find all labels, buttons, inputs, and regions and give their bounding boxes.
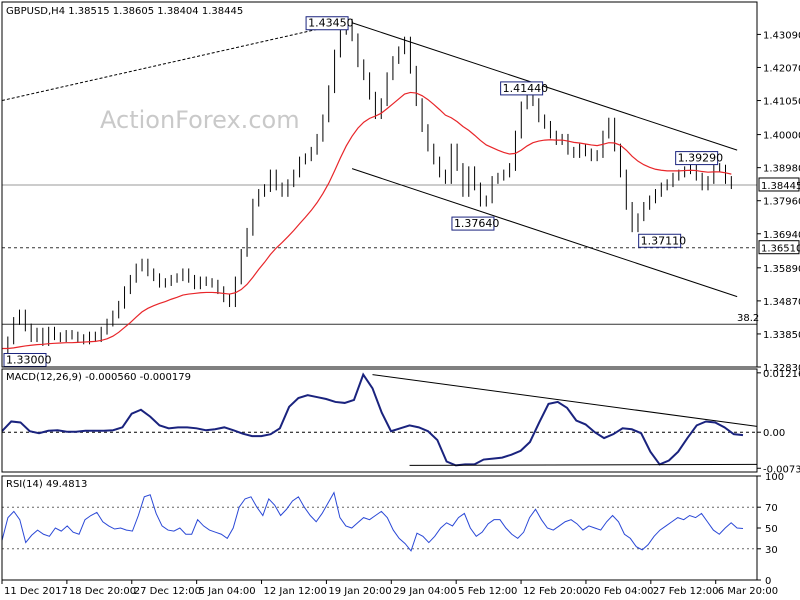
support-label: 1.36510 [761, 244, 800, 255]
price-annotation-label: 1.33000 [6, 353, 52, 366]
last-price-label: 1.38445 [761, 181, 800, 192]
macd-line [1, 372, 744, 467]
price-y-tick-label: 1.43090 [763, 30, 800, 41]
trendline-upper-channel [351, 22, 738, 151]
price-annotation-box [638, 233, 682, 248]
x-tick-label: 19 Jan 20:00 [328, 586, 391, 597]
price-annotation-label: 1.37640 [454, 217, 500, 230]
x-tick-label: 5 Jan 04:00 [199, 586, 256, 597]
text-layer: ActionForex.com 38.2 1.43450 1.41440 1.39290… [4, 6, 800, 597]
price-panel-frame [1, 1, 758, 368]
rsi-y-tick-label: 70 [765, 503, 778, 514]
price-y-tick-label: 1.33850 [763, 330, 800, 341]
price-annotation-label: 1.41440 [503, 82, 549, 95]
price-y-tick-label: 1.37960 [763, 197, 800, 208]
macd-panel-title: MACD(12,26,9) -0.000560 -0.000179 [6, 372, 191, 383]
price-y-tick-label: 1.40000 [763, 131, 800, 142]
x-tick-label: 11 Dec 2017 [4, 586, 68, 597]
x-tick-label: 6 Mar 20:00 [718, 586, 778, 597]
price-y-tick-label: 1.36940 [763, 230, 800, 241]
macd-y-tick-label: 0.00 [763, 428, 785, 439]
rsi-panel-frame [1, 475, 758, 581]
price-annotation-box [305, 16, 349, 31]
rsi-y-tick-label: 0 [765, 576, 771, 587]
price-annotation-box [500, 81, 544, 96]
rsi-y-tick-label: 100 [765, 472, 784, 483]
rsi-y-tick-label: 30 [765, 545, 778, 556]
price-y-tick-label: 1.35890 [763, 264, 800, 275]
price-annotation-label: 1.39290 [678, 152, 724, 165]
x-tick-label: 29 Jan 04:00 [393, 586, 456, 597]
rsi-line [1, 491, 744, 552]
support-tag [758, 240, 800, 255]
price-annotation-box [451, 216, 495, 231]
x-tick-label: 12 Jan 12:00 [264, 586, 327, 597]
watermark-text: ActionForex.com [100, 106, 300, 134]
x-tick-label: 20 Feb 04:00 [588, 586, 654, 597]
plot-layer [1, 16, 758, 552]
price-annotation-label: 1.43450 [308, 17, 354, 30]
price-y-tick-label: 1.41050 [763, 97, 800, 108]
price-y-tick-label: 1.42070 [763, 63, 800, 74]
x-tick-label: 12 Feb 20:00 [523, 586, 589, 597]
trendline-lower-channel [351, 168, 738, 298]
fib-label: 38.2 [737, 313, 759, 324]
macd-panel-frame [1, 368, 758, 473]
price-panel-title: GBPUSD,H4 1.38515 1.38605 1.38404 1.3844… [6, 6, 243, 17]
ma-line [2, 91, 732, 350]
price-annotation-label: 1.37110 [641, 234, 687, 247]
price-y-tick-label: 1.32830 [763, 363, 800, 374]
x-tick-label: 27 Dec 12:00 [134, 586, 201, 597]
price-annotation-box [675, 151, 719, 166]
macd-y-tick-label: -0.007384 [763, 464, 800, 475]
sma-line [1, 22, 347, 102]
x-tick-label: 5 Feb 12:00 [458, 586, 517, 597]
frame-layer [1, 1, 800, 584]
price-y-tick-label: 1.34870 [763, 297, 800, 308]
price-y-tick-label: 1.38980 [763, 164, 800, 175]
x-tick-label: 27 Feb 12:00 [653, 586, 719, 597]
x-tick-label: 18 Dec 20:00 [69, 586, 136, 597]
price-annotation-box [3, 352, 47, 367]
macd-trendline-top [372, 374, 758, 427]
rsi-y-tick-label: 50 [765, 524, 778, 535]
rsi-panel-title: RSI(14) 49.4813 [6, 479, 87, 490]
macd-y-tick-label: 0.012164 [763, 369, 800, 380]
macd-trendline-bottom [409, 463, 758, 466]
last-price-tag [758, 177, 800, 192]
